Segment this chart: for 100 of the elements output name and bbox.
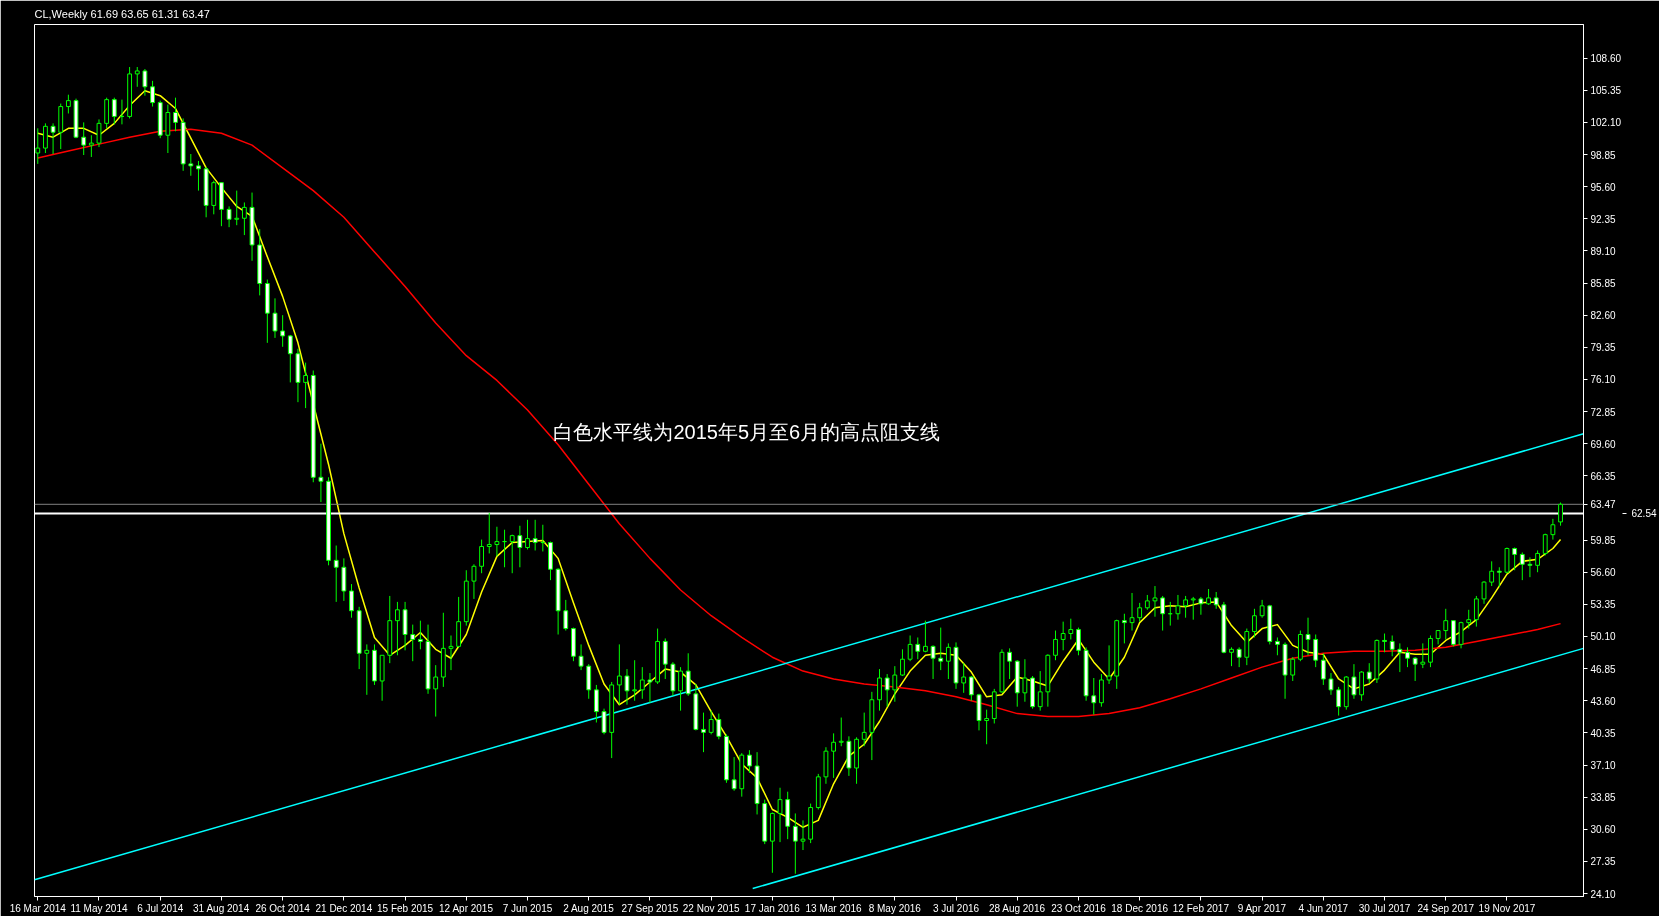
candlestick xyxy=(777,787,783,843)
candlestick xyxy=(1198,596,1204,616)
candlestick xyxy=(318,443,324,503)
x-tick-label: 6 Jul 2014 xyxy=(137,902,184,914)
y-tick-label: 53.35 xyxy=(1590,599,1616,611)
candlestick xyxy=(134,66,140,88)
y-tick-label: 72.85 xyxy=(1590,406,1616,418)
y-tick-label: 98.85 xyxy=(1590,149,1616,161)
candlestick xyxy=(1473,595,1479,628)
y-tick-label: 30.60 xyxy=(1590,824,1616,836)
candlestick xyxy=(1359,670,1364,702)
ref-line-label: 63.47 xyxy=(1590,499,1616,511)
x-tick-label: 9 Apr 2017 xyxy=(1237,902,1287,914)
x-tick-label: 22 Nov 2015 xyxy=(682,902,740,914)
candlestick xyxy=(915,636,921,660)
x-tick-label: 12 Apr 2015 xyxy=(439,902,494,914)
candlestick xyxy=(448,634,454,671)
candlestick xyxy=(1183,595,1188,619)
candlestick xyxy=(1412,656,1418,682)
candlestick xyxy=(1451,620,1456,647)
candlestick xyxy=(1160,595,1166,632)
y-tick-label: 43.60 xyxy=(1590,695,1616,707)
candlestick xyxy=(525,519,530,550)
candlestick xyxy=(303,362,309,409)
candlestick xyxy=(196,160,201,192)
candlestick xyxy=(1458,621,1464,649)
candlestick xyxy=(1527,556,1533,578)
x-tick-label: 28 Aug 2016 xyxy=(988,902,1046,914)
candlestick xyxy=(1382,633,1387,653)
candlestick xyxy=(226,205,232,228)
x-tick-label: 13 Mar 2016 xyxy=(805,902,863,914)
candlestick xyxy=(716,713,722,740)
candlestick xyxy=(165,104,171,154)
candlestick xyxy=(563,599,569,632)
candlestick xyxy=(272,297,278,339)
candlestick xyxy=(747,749,752,774)
candlestick xyxy=(1420,642,1426,669)
x-tick-label: 12 Feb 2017 xyxy=(1172,902,1230,914)
candlestick xyxy=(1007,647,1013,680)
candlestick xyxy=(892,665,898,703)
x-tick-label: 2 Aug 2015 xyxy=(563,902,615,914)
candlestick xyxy=(1466,609,1472,630)
candlestick xyxy=(578,643,584,671)
candlestick xyxy=(831,732,837,779)
y-tick-label: 76.10 xyxy=(1590,374,1616,386)
x-tick-label: 24 Sep 2017 xyxy=(1417,902,1475,914)
candlestick xyxy=(1076,627,1081,656)
candlestick xyxy=(593,684,599,723)
y-tick-label: 40.35 xyxy=(1590,727,1616,739)
candlestick xyxy=(1405,646,1410,668)
candlestick xyxy=(708,710,714,735)
y-tick-label: 95.60 xyxy=(1590,181,1616,193)
candlestick xyxy=(961,662,967,694)
candlestick xyxy=(417,620,423,650)
candlestick xyxy=(1428,634,1433,668)
x-tick-label: 31 Aug 2014 xyxy=(193,902,250,914)
candlestick xyxy=(601,708,607,735)
candlestick xyxy=(884,673,890,708)
candlestick xyxy=(1535,549,1540,573)
candlestick xyxy=(104,97,110,129)
candlestick xyxy=(341,557,347,602)
candlestick xyxy=(280,314,286,348)
candlestick xyxy=(632,659,638,702)
candlestick xyxy=(968,675,974,702)
y-tick-label: 105.35 xyxy=(1590,85,1622,97)
candlestick xyxy=(173,97,178,132)
candlestick xyxy=(410,624,416,662)
candlestick xyxy=(532,519,538,551)
candlestick xyxy=(616,643,622,706)
candlestick xyxy=(907,634,913,662)
candlestick xyxy=(1022,658,1028,703)
candlestick xyxy=(471,563,477,600)
y-tick-label: 27.35 xyxy=(1590,856,1616,868)
candlestick xyxy=(1328,672,1334,696)
candlestick xyxy=(1366,662,1372,684)
candlestick xyxy=(517,525,523,568)
x-tick-label: 30 Jul 2017 xyxy=(1358,902,1411,914)
candlestick xyxy=(509,534,515,574)
candlestick xyxy=(333,545,339,603)
candlestick xyxy=(287,334,293,383)
candlestick xyxy=(50,122,56,155)
y-tick-label: 24.10 xyxy=(1590,888,1616,900)
x-tick-label: 16 Mar 2014 xyxy=(9,902,67,914)
x-tick-label: 18 Dec 2016 xyxy=(1111,902,1169,914)
candlestick xyxy=(1397,642,1403,673)
candlestick xyxy=(1496,566,1502,588)
candlestick xyxy=(433,664,439,718)
candlestick xyxy=(861,712,867,747)
candlestick xyxy=(624,668,630,706)
candlestick xyxy=(241,201,247,236)
candlestick xyxy=(486,512,492,554)
candlestick xyxy=(1290,656,1296,682)
candlestick xyxy=(1489,560,1495,587)
candlestick xyxy=(1443,608,1449,640)
y-tick-label: 50.10 xyxy=(1590,631,1616,643)
candlestick xyxy=(731,756,737,792)
x-tick-label: 4 Jun 2017 xyxy=(1298,902,1349,914)
candlestick xyxy=(88,134,94,158)
candlestick xyxy=(211,180,217,215)
candlestick xyxy=(586,663,592,700)
